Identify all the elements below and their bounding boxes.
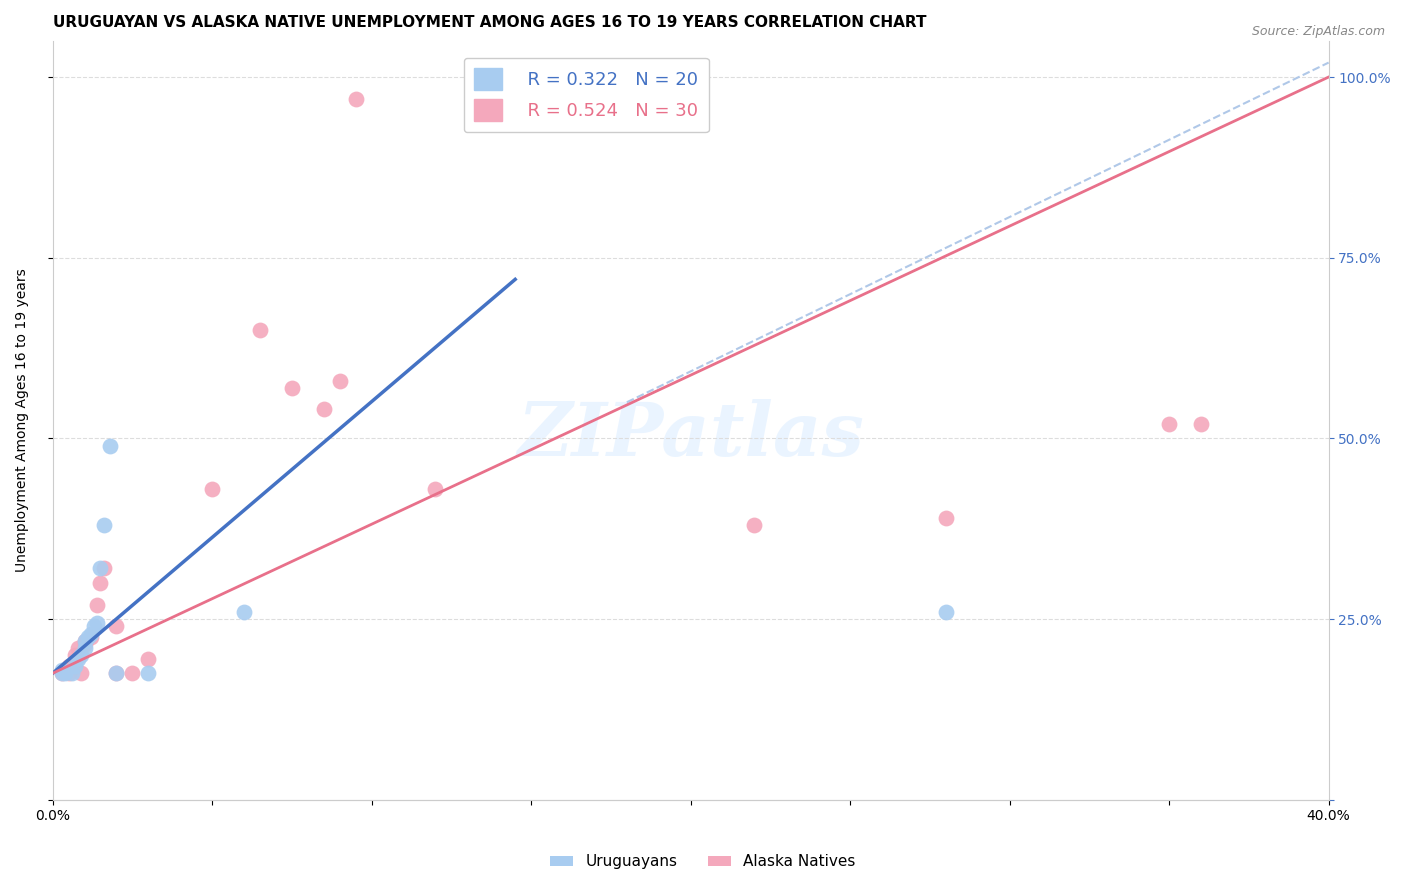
Point: [89, 576, 111, 591]
Point: [51, 666, 73, 681]
Point: [63, 648, 86, 663]
Point: [67, 640, 90, 655]
Point: [51, 666, 73, 681]
Point: [583, 92, 606, 106]
Point: [105, 666, 128, 681]
Legend:   R = 0.322   N = 20,   R = 0.524   N = 30: R = 0.322 N = 20, R = 0.524 N = 30: [464, 57, 709, 132]
Point: [58, 659, 80, 673]
Point: [93, 518, 115, 533]
Point: [73, 640, 96, 655]
Point: [93, 561, 115, 575]
Point: [70, 648, 93, 663]
Text: URUGUAYAN VS ALASKA NATIVE UNEMPLOYMENT AMONG AGES 16 TO 19 YEARS CORRELATION CH: URUGUAYAN VS ALASKA NATIVE UNEMPLOYMENT …: [52, 15, 927, 30]
Point: [80, 630, 103, 644]
Point: [70, 666, 93, 681]
Point: [233, 605, 256, 619]
Point: [86, 615, 108, 630]
Point: [73, 633, 96, 648]
Point: [935, 605, 957, 619]
Point: [73, 637, 96, 651]
Point: [121, 666, 143, 681]
Point: [329, 374, 352, 388]
Point: [1159, 417, 1181, 431]
Point: [67, 652, 90, 666]
Point: [1189, 417, 1212, 431]
Point: [76, 630, 98, 644]
Point: [98, 439, 121, 453]
Point: [312, 402, 335, 417]
Point: [105, 619, 128, 633]
Point: [73, 633, 96, 648]
Point: [58, 666, 80, 681]
Point: [425, 482, 447, 496]
Point: [86, 598, 108, 612]
Point: [136, 666, 159, 681]
Point: [53, 663, 76, 677]
Point: [249, 323, 271, 337]
Text: ZIPatlas: ZIPatlas: [517, 400, 865, 472]
Point: [201, 482, 224, 496]
Point: [744, 518, 766, 533]
Point: [281, 381, 304, 395]
Y-axis label: Unemployment Among Ages 16 to 19 years: Unemployment Among Ages 16 to 19 years: [15, 268, 30, 572]
Point: [105, 666, 128, 681]
Point: [60, 666, 83, 681]
Point: [80, 626, 103, 640]
Legend: Uruguayans, Alaska Natives: Uruguayans, Alaska Natives: [544, 848, 862, 875]
Point: [83, 619, 105, 633]
Text: Source: ZipAtlas.com: Source: ZipAtlas.com: [1251, 25, 1385, 38]
Point: [344, 92, 367, 106]
Point: [136, 652, 159, 666]
Point: [51, 663, 73, 677]
Point: [53, 666, 76, 681]
Point: [935, 511, 957, 525]
Point: [520, 92, 543, 106]
Point: [89, 561, 111, 575]
Point: [63, 659, 86, 673]
